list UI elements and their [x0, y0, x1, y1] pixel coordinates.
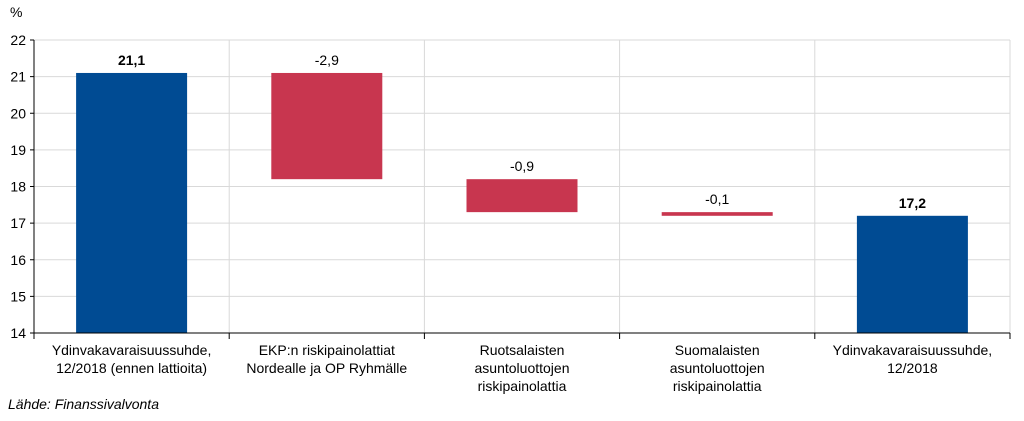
y-unit-label: % [10, 4, 23, 20]
bar-2 [271, 72, 383, 180]
category-label-4: Suomalaisten asuntoluottojen riskipainolat… [670, 342, 765, 394]
category-label-1: Ydinvakavaraisuussuhde, 12/2018 (ennen la… [52, 342, 212, 376]
category-label-line: asuntoluottojen [670, 360, 765, 376]
category-label-line: EKP:n riskipainolattiat [259, 342, 395, 358]
y-tick-label: 21 [10, 69, 26, 85]
category-label-2: EKP:n riskipainolattiat Nordealle ja OP R… [246, 342, 407, 376]
y-tick-label: 17 [10, 215, 26, 231]
category-label-line: riskipainolattia [673, 378, 762, 394]
category-label-line: riskipainolattia [478, 378, 567, 394]
category-label-5: Ydinvakavaraisuussuhde, 12/2018 [833, 342, 993, 376]
y-tick-label: 15 [10, 288, 26, 304]
bar-5 [856, 215, 968, 333]
data-label-1: 21,1 [118, 52, 145, 68]
category-label-line: Ruotsalaisten [480, 342, 565, 358]
source-note: Lähde: Finanssivalvonta [8, 396, 159, 412]
category-label-line: 12/2018 (ennen lattioita) [56, 360, 207, 376]
y-tick-label: 19 [10, 142, 26, 158]
bar-3 [466, 179, 578, 213]
y-tick-label: 22 [10, 32, 26, 48]
data-label-4: -0,1 [705, 191, 729, 207]
y-tick-label: 20 [10, 105, 26, 121]
data-label-3: -0,9 [510, 158, 534, 174]
category-label-line: Nordealle ja OP Ryhmälle [246, 360, 407, 376]
category-label-line: 12/2018 [887, 360, 938, 376]
y-tick-label: 16 [10, 252, 26, 268]
y-tick-label: 18 [10, 179, 26, 195]
bar-4 [661, 212, 773, 216]
y-tick-label: 14 [10, 325, 26, 341]
category-label-line: Ydinvakavaraisuussuhde, [833, 342, 993, 358]
category-label-line: Suomalaisten [675, 342, 760, 358]
category-label-3: Ruotsalaisten asuntoluottojen riskipainola… [475, 342, 570, 394]
category-label-line: Ydinvakavaraisuussuhde, [52, 342, 212, 358]
bar-1 [76, 72, 188, 334]
waterfall-chart: 14 15 16 17 18 19 20 21 22 21,1 -2,9 -0,9 -0,1 17,2 Yd… [10, 32, 1011, 394]
data-label-2: -2,9 [315, 52, 339, 68]
category-label-line: asuntoluottojen [475, 360, 570, 376]
data-label-5: 17,2 [899, 195, 926, 211]
